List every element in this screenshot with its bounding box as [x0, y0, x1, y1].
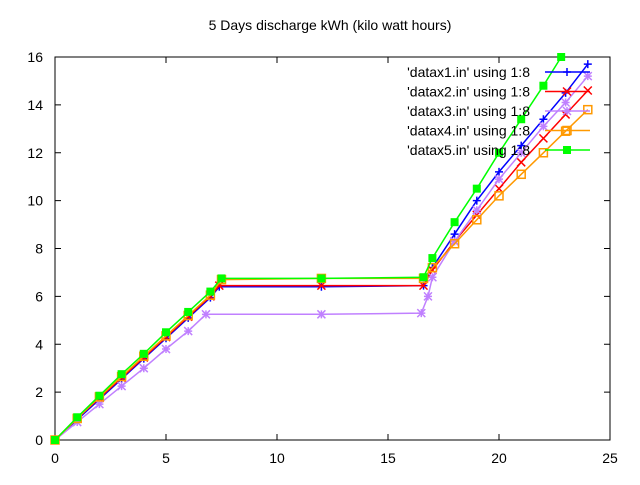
series-5-point	[95, 391, 104, 400]
x-tick-label: 20	[491, 450, 507, 466]
x-tick-label: 5	[162, 450, 170, 466]
series-3-point	[316, 309, 326, 319]
series-1-point	[517, 141, 526, 150]
series-3-point	[117, 381, 127, 391]
legend: 'datax1.in' using 1:8 'datax2.in' using 1…	[407, 64, 590, 158]
series-5-point	[539, 81, 548, 90]
series-5-point	[184, 307, 193, 316]
legend-entry-label: 'datax1.in' using 1:8	[407, 64, 530, 80]
axis-ticks: 0 5 10 15 20 25 0 2 4 6 8 10 12 14 16	[27, 49, 618, 466]
series-2-point	[583, 85, 593, 96]
series-4-point	[516, 169, 526, 180]
series-5	[51, 53, 566, 444]
series-5-point	[117, 370, 126, 379]
y-tick-label: 2	[35, 384, 43, 400]
series-3-point	[423, 291, 433, 301]
y-tick-label: 4	[35, 336, 43, 352]
series-3-point	[583, 71, 593, 81]
series-5-point	[419, 273, 428, 282]
series-5-point	[162, 328, 170, 337]
series-3	[50, 71, 593, 445]
legend-entry-label: 'datax2.in' using 1:8	[407, 84, 530, 100]
legend-entry-label: 'datax3.in' using 1:8	[407, 103, 530, 119]
series-3-point	[161, 344, 171, 354]
chart-title: 5 Days discharge kWh (kilo watt hours)	[209, 17, 452, 33]
series-3-point	[538, 121, 548, 131]
x-tick-label: 0	[51, 450, 59, 466]
series-3-point	[450, 236, 460, 246]
legend-entry-marker	[563, 146, 571, 154]
x-tick-label: 25	[602, 450, 618, 466]
series-5-point	[317, 274, 326, 283]
series-1-point	[583, 60, 592, 69]
legend-entry-marker	[562, 125, 572, 136]
series-5-point	[139, 349, 148, 358]
legend-entry-label: 'datax4.in' using 1:8	[407, 123, 530, 139]
series-4-point	[583, 104, 593, 115]
series-3-point	[561, 97, 571, 108]
series-5-point	[428, 254, 437, 263]
series-3-point	[183, 326, 193, 336]
series-4-point	[494, 191, 504, 201]
series-3-point	[139, 363, 149, 373]
series-5-point	[450, 218, 459, 227]
series-5-point	[517, 115, 526, 124]
series-3-point	[201, 309, 211, 319]
series-layer	[50, 53, 593, 445]
y-tick-label: 10	[27, 193, 43, 209]
series-4-point	[538, 148, 549, 158]
y-tick-label: 0	[35, 432, 43, 448]
series-5-point	[557, 53, 566, 61]
series-5-point	[73, 413, 82, 422]
series-4-point	[472, 215, 482, 225]
y-tick-label: 8	[35, 241, 43, 257]
y-tick-label: 14	[27, 97, 43, 113]
series-2-point	[516, 157, 526, 167]
series-1-point	[472, 196, 481, 205]
series-5-point	[217, 274, 226, 283]
x-tick-label: 10	[269, 450, 285, 466]
y-tick-label: 16	[27, 49, 43, 65]
legend-entry-marker	[563, 68, 571, 76]
y-tick-label: 6	[35, 288, 43, 304]
series-5-point	[206, 287, 215, 296]
series-3-point	[494, 174, 504, 184]
y-tick-label: 12	[27, 145, 43, 161]
legend-entry-label: 'datax5.in' using 1:8	[407, 142, 530, 158]
series-5-point	[472, 184, 481, 193]
series-4-point	[449, 238, 460, 249]
series-3-point	[472, 205, 482, 215]
series-3-point	[427, 272, 437, 282]
legend-entry-marker	[562, 86, 572, 97]
series-3-point	[94, 399, 104, 409]
series-1-point	[539, 115, 548, 124]
legend-entry-marker	[562, 106, 572, 116]
series-3-point	[516, 148, 526, 158]
series-5-point	[495, 148, 503, 157]
series-1-point	[495, 167, 503, 176]
series-5-point	[51, 436, 59, 444]
series-3-point	[416, 308, 426, 318]
x-tick-label: 15	[380, 450, 396, 466]
series-1-point	[317, 282, 326, 291]
series-2-point	[538, 133, 548, 143]
series-1-point	[450, 230, 459, 239]
